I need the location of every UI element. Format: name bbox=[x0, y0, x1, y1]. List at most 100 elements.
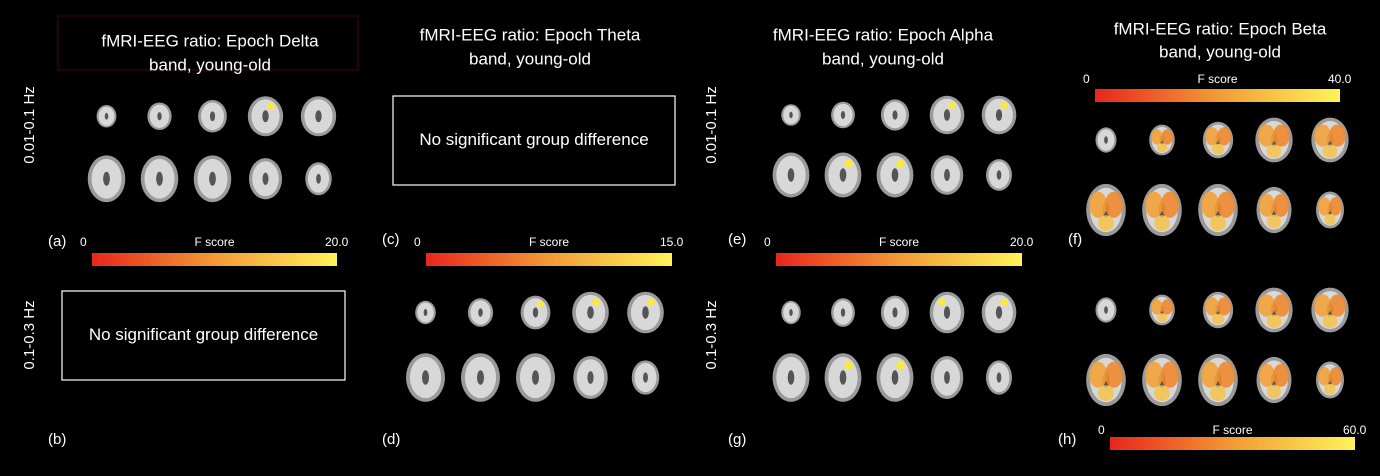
colorbar-min: 0 bbox=[764, 235, 771, 249]
brain-slice bbox=[1311, 117, 1349, 163]
activation bbox=[266, 102, 275, 110]
brain-slice bbox=[1086, 183, 1126, 237]
activation bbox=[844, 159, 853, 168]
brain-slice bbox=[1142, 353, 1182, 407]
panel-title: fMRI-EEG ratio: Epoch Delta bbox=[101, 31, 319, 50]
colorbar bbox=[426, 253, 672, 266]
activation bbox=[1273, 124, 1290, 147]
panel-label: (f) bbox=[1068, 231, 1082, 248]
panel-label: (c) bbox=[382, 231, 400, 248]
colorbar-label: F score bbox=[1212, 423, 1252, 437]
colorbar-min: 0 bbox=[1083, 72, 1090, 86]
colorbar-max: 60.0 bbox=[1343, 423, 1367, 437]
activation bbox=[1266, 314, 1282, 328]
brain-slice bbox=[1255, 287, 1293, 333]
activation bbox=[1000, 101, 1009, 109]
activation bbox=[1324, 383, 1336, 395]
brain-ventricle bbox=[421, 370, 430, 385]
activation bbox=[646, 298, 656, 306]
brain-ventricle bbox=[532, 307, 539, 318]
brain-slice bbox=[986, 360, 1012, 395]
brain-slice bbox=[520, 295, 551, 330]
brain-slice bbox=[1095, 297, 1117, 323]
brain-ventricle bbox=[103, 171, 110, 186]
brain-slice bbox=[1256, 356, 1292, 404]
activation bbox=[1329, 367, 1342, 386]
brain-slice bbox=[627, 291, 664, 334]
brain-ventricle bbox=[892, 307, 898, 318]
activation bbox=[1098, 385, 1114, 401]
brain-ventricle bbox=[787, 370, 795, 385]
brain-ventricle bbox=[839, 168, 847, 182]
brain-ventricle bbox=[476, 370, 485, 385]
brain-slice bbox=[467, 298, 494, 327]
colorbar-max: 20.0 bbox=[1010, 235, 1034, 249]
brain-slice bbox=[631, 360, 660, 395]
brain-slice bbox=[876, 152, 914, 198]
brain-slice bbox=[573, 356, 608, 399]
brain-slice bbox=[1149, 124, 1175, 156]
activation bbox=[1217, 191, 1235, 218]
activation bbox=[896, 159, 905, 168]
brain-ventricle bbox=[1104, 306, 1108, 314]
activation bbox=[1217, 361, 1235, 388]
activation bbox=[1145, 191, 1163, 218]
brain-slice bbox=[1202, 291, 1234, 329]
brain-slice bbox=[572, 291, 609, 334]
brain-slice bbox=[516, 353, 555, 402]
activation bbox=[1211, 313, 1225, 325]
brain-ventricle bbox=[1104, 136, 1108, 144]
brain-slice bbox=[1198, 183, 1238, 237]
activation bbox=[1329, 294, 1346, 317]
activation bbox=[1266, 144, 1282, 158]
brain-slice bbox=[461, 353, 500, 402]
brain-slice bbox=[831, 298, 855, 327]
panel-label: (d) bbox=[382, 431, 400, 448]
panel-label: (g) bbox=[728, 431, 746, 448]
colorbar-label: F score bbox=[1197, 72, 1237, 86]
brain-slice bbox=[876, 353, 914, 402]
activation bbox=[1258, 294, 1275, 317]
activation bbox=[1145, 361, 1163, 388]
message-box bbox=[392, 95, 676, 186]
brain-ventricle bbox=[995, 109, 1003, 121]
brain-slice bbox=[96, 105, 117, 128]
title-highlight bbox=[56, 14, 360, 72]
brain-ventricle bbox=[996, 372, 1002, 383]
brain-slice bbox=[986, 159, 1012, 191]
activation bbox=[1273, 363, 1289, 387]
brain-ventricle bbox=[892, 110, 898, 120]
brain-ventricle bbox=[262, 110, 269, 123]
activation bbox=[1161, 299, 1173, 315]
activation bbox=[896, 360, 905, 370]
brain-ventricle bbox=[587, 371, 594, 384]
activation bbox=[1205, 127, 1219, 146]
brain-slice bbox=[140, 155, 179, 203]
colorbar bbox=[1095, 89, 1340, 102]
brain-slice bbox=[198, 100, 227, 133]
panel-label: (h) bbox=[1058, 431, 1076, 448]
brain-slice bbox=[415, 300, 436, 325]
panel-title: band, young-old bbox=[1159, 42, 1281, 61]
row-label: 0.1-0.3 Hz bbox=[21, 300, 38, 369]
panel-label: (e) bbox=[728, 231, 746, 248]
colorbar bbox=[776, 253, 1022, 266]
colorbar-max: 20.0 bbox=[325, 235, 349, 249]
message-box bbox=[61, 290, 346, 381]
activation bbox=[1329, 197, 1342, 216]
colorbar-min: 0 bbox=[1098, 423, 1105, 437]
activation bbox=[1259, 363, 1275, 387]
row-label: 0.01-0.1 Hz bbox=[21, 86, 38, 164]
brain-slice bbox=[147, 102, 172, 130]
panel-title: fMRI-EEG ratio: Epoch Alpha bbox=[773, 25, 994, 44]
activation bbox=[1217, 127, 1231, 146]
activation bbox=[1318, 367, 1331, 386]
activation bbox=[1322, 144, 1338, 158]
panel-label: (a) bbox=[48, 233, 66, 250]
brain-ventricle bbox=[262, 172, 269, 185]
activation bbox=[1089, 361, 1107, 388]
activation bbox=[1324, 213, 1336, 225]
brain-ventricle bbox=[789, 308, 793, 317]
activation bbox=[948, 101, 957, 109]
